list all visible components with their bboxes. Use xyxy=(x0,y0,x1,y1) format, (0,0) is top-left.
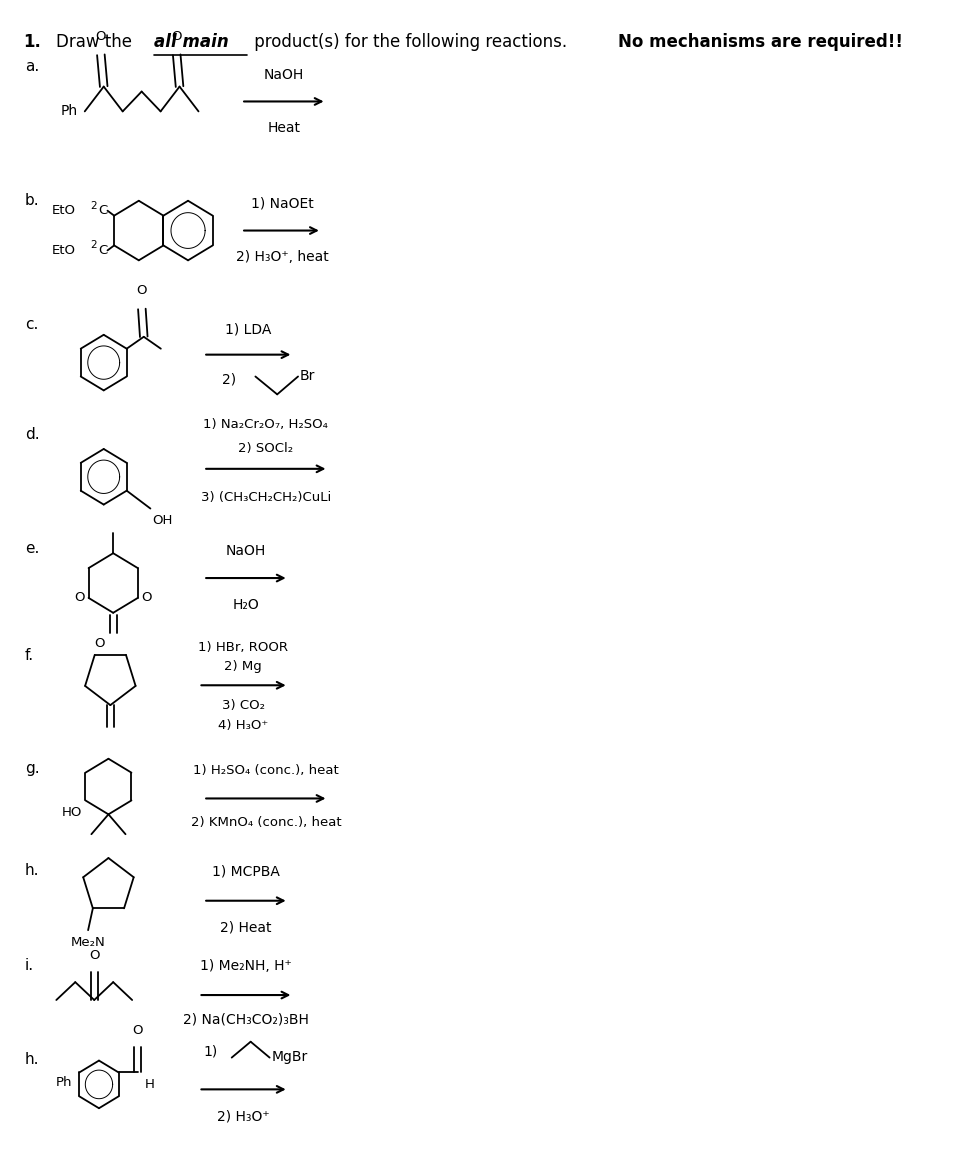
Text: No mechanisms are required!!: No mechanisms are required!! xyxy=(618,33,902,51)
Text: Heat: Heat xyxy=(267,121,300,135)
Text: OH: OH xyxy=(152,514,172,528)
Text: 1) H₂SO₄ (conc.), heat: 1) H₂SO₄ (conc.), heat xyxy=(193,764,338,777)
Text: 2) H₃O⁺, heat: 2) H₃O⁺, heat xyxy=(235,250,328,264)
Text: h.: h. xyxy=(25,1052,39,1068)
Text: 2) KMnO₄ (conc.), heat: 2) KMnO₄ (conc.), heat xyxy=(190,816,341,829)
Text: H: H xyxy=(145,1078,155,1091)
Text: 1) Me₂NH, H⁺: 1) Me₂NH, H⁺ xyxy=(200,959,291,973)
Text: 2) Mg: 2) Mg xyxy=(224,660,261,674)
Text: 2: 2 xyxy=(90,201,97,210)
Text: 1) Na₂Cr₂O₇, H₂SO₄: 1) Na₂Cr₂O₇, H₂SO₄ xyxy=(203,418,328,431)
Text: 1) LDA: 1) LDA xyxy=(224,322,271,336)
Text: Ph: Ph xyxy=(61,104,78,118)
Text: Ph: Ph xyxy=(56,1076,72,1089)
Text: HO: HO xyxy=(62,806,82,820)
Text: Me₂N: Me₂N xyxy=(71,936,106,950)
Text: 2) H₃O⁺: 2) H₃O⁺ xyxy=(216,1110,269,1124)
Text: NaOH: NaOH xyxy=(226,544,266,558)
Text: d.: d. xyxy=(25,426,39,442)
Text: 3) (CH₃CH₂CH₂)CuLi: 3) (CH₃CH₂CH₂)CuLi xyxy=(201,491,331,503)
Text: g.: g. xyxy=(25,762,39,777)
Text: 2) SOCl₂: 2) SOCl₂ xyxy=(238,442,293,454)
Text: h.: h. xyxy=(25,863,39,878)
Text: O: O xyxy=(95,30,106,43)
Text: 1) NaOEt: 1) NaOEt xyxy=(250,196,313,210)
Text: 2): 2) xyxy=(222,373,236,387)
Text: 2) Heat: 2) Heat xyxy=(220,920,271,934)
Text: Br: Br xyxy=(300,369,315,383)
Text: 2) Na(CH₃CO₂)₃BH: 2) Na(CH₃CO₂)₃BH xyxy=(183,1013,308,1027)
Text: NaOH: NaOH xyxy=(263,68,304,82)
Text: 1) HBr, ROOR: 1) HBr, ROOR xyxy=(198,640,287,654)
Text: 1): 1) xyxy=(203,1044,217,1058)
Text: O: O xyxy=(94,637,105,649)
Text: 4) H₃O⁺: 4) H₃O⁺ xyxy=(218,719,268,732)
Text: c.: c. xyxy=(25,318,38,333)
Text: MgBr: MgBr xyxy=(271,1050,308,1064)
Text: 3) CO₂: 3) CO₂ xyxy=(221,700,264,712)
Text: EtO: EtO xyxy=(52,204,76,217)
Text: EtO: EtO xyxy=(52,244,76,257)
Text: C: C xyxy=(98,244,108,257)
Text: O: O xyxy=(171,30,182,43)
Text: all main: all main xyxy=(154,33,229,51)
Text: O: O xyxy=(133,1023,143,1037)
Text: 1.: 1. xyxy=(23,33,41,51)
Text: e.: e. xyxy=(25,541,39,556)
Text: 1) MCPBA: 1) MCPBA xyxy=(211,864,280,878)
Text: O: O xyxy=(141,591,152,604)
Text: H₂O: H₂O xyxy=(233,598,259,612)
Text: f.: f. xyxy=(25,648,34,663)
Text: a.: a. xyxy=(25,60,39,75)
Text: O: O xyxy=(88,950,99,962)
Text: C: C xyxy=(98,204,108,217)
Text: b.: b. xyxy=(25,193,39,208)
Text: product(s) for the following reactions.: product(s) for the following reactions. xyxy=(249,33,577,51)
Text: 2: 2 xyxy=(90,241,97,250)
Text: O: O xyxy=(136,284,147,297)
Text: O: O xyxy=(74,591,85,604)
Text: i.: i. xyxy=(25,958,34,973)
Text: Draw the: Draw the xyxy=(57,33,137,51)
